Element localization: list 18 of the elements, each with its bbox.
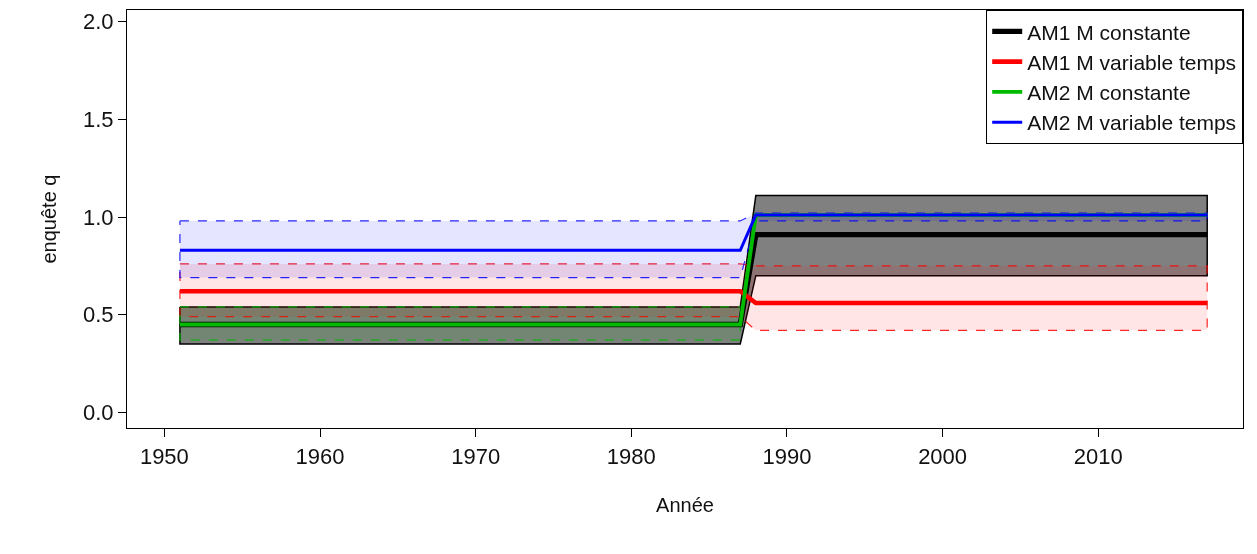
x-tick-label: 2010	[1073, 443, 1123, 469]
legend-label: AM2 M constante	[1027, 81, 1191, 105]
x-tick-label: 1970	[451, 443, 501, 469]
x-tick-label: 1950	[139, 443, 189, 469]
y-tick-label: 1.5	[82, 107, 114, 133]
y-tick-label: 2.0	[82, 9, 114, 35]
x-tick-label: 1990	[762, 443, 812, 469]
y-tick-label: 0.5	[82, 302, 114, 328]
x-tick-label: 1960	[295, 443, 345, 469]
x-tick-label: 1980	[606, 443, 656, 469]
y-tick-label: 0.0	[82, 400, 114, 426]
x-tick-label: 2000	[918, 443, 968, 469]
legend-label: AM1 M constante	[1027, 20, 1191, 44]
legend-label: AM1 M variable temps	[1027, 50, 1237, 74]
y-tick-label: 1.0	[82, 204, 114, 230]
y-axis-title: enquête q	[38, 174, 61, 264]
x-axis-title: Année	[656, 494, 714, 516]
legend-label: AM2 M variable temps	[1027, 111, 1237, 135]
